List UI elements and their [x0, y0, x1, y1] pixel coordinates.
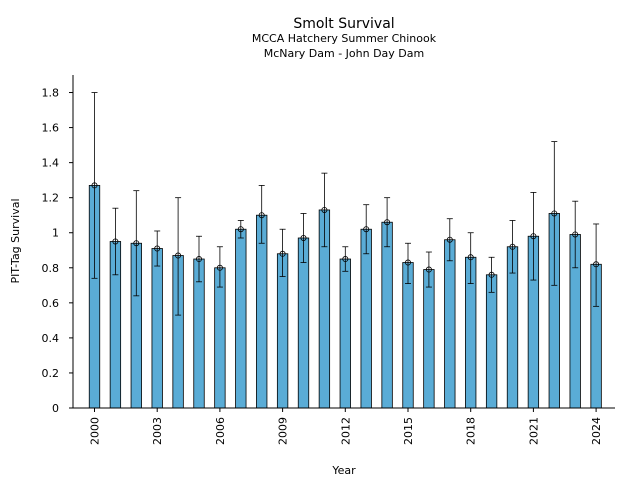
- y-tick-label-0: 0: [52, 402, 59, 415]
- y-tick-label-1.2: 1.2: [42, 192, 60, 205]
- error-bars-group: [91, 92, 600, 316]
- x-tick-label-2015: 2015: [402, 417, 415, 445]
- bar-2006: [214, 267, 226, 409]
- y-tick-label-0.4: 0.4: [42, 332, 60, 345]
- y-ticks-group: 0 0.2 0.4 0.6 0.8 1 1.2 1.4 1.6 1.8: [42, 87, 73, 415]
- value-point-2009: [279, 250, 286, 257]
- bar-2010: [297, 237, 310, 409]
- value-point-2022: [551, 210, 558, 217]
- bar-2012: [339, 258, 351, 409]
- value-point-2019: [488, 271, 495, 278]
- bar-2015: [402, 262, 414, 409]
- bar-2008: [256, 214, 268, 409]
- value-point-2017: [446, 236, 453, 243]
- y-tick-label-0.2: 0.2: [42, 367, 60, 380]
- x-axis-label: Year: [331, 464, 356, 477]
- chart-subtitle-line-1: MCCA Hatchery Summer Chinook: [252, 32, 437, 45]
- bar-2019: [485, 274, 498, 409]
- value-point-2003: [154, 245, 161, 252]
- value-point-2005: [195, 256, 202, 263]
- value-point-2016: [425, 266, 432, 273]
- y-axis-label: PIT-Tag Survival: [9, 198, 22, 283]
- value-point-2000: [91, 182, 98, 189]
- x-tick-label-2003: 2003: [151, 417, 164, 445]
- chart-subtitle-line-2: McNary Dam - John Day Dam: [264, 47, 424, 60]
- chart-title: Smolt Survival: [293, 16, 394, 32]
- value-point-2008: [258, 212, 265, 219]
- x-ticks-group: 2000 2003 2006 2009 2012 2015 2018 2021 2024: [89, 408, 603, 445]
- y-tick-label-0.8: 0.8: [42, 262, 60, 275]
- bars-group: [88, 185, 602, 409]
- x-tick-label-2006: 2006: [214, 417, 227, 445]
- value-point-2010: [300, 234, 307, 241]
- value-point-2014: [384, 219, 391, 226]
- value-point-2006: [216, 264, 223, 271]
- value-point-2002: [133, 240, 140, 247]
- value-point-2007: [237, 226, 244, 233]
- y-tick-label-1: 1: [52, 227, 59, 240]
- bar-2014: [381, 221, 393, 409]
- x-tick-label-2018: 2018: [465, 417, 478, 445]
- x-tick-label-2021: 2021: [527, 417, 540, 445]
- value-point-2020: [509, 243, 516, 250]
- bar-2007: [235, 228, 247, 409]
- value-point-2012: [342, 256, 349, 263]
- y-tick-label-1.6: 1.6: [42, 122, 60, 135]
- value-point-2021: [530, 233, 537, 240]
- value-point-2015: [404, 259, 411, 266]
- x-tick-label-2024: 2024: [590, 417, 603, 445]
- value-point-2004: [175, 252, 182, 259]
- x-tick-label-2009: 2009: [277, 417, 290, 445]
- value-point-2018: [467, 254, 474, 261]
- x-tick-label-2000: 2000: [89, 417, 102, 445]
- y-tick-label-0.6: 0.6: [42, 297, 60, 310]
- value-point-2011: [321, 206, 328, 213]
- value-point-2001: [112, 238, 119, 245]
- bar-2003: [151, 248, 163, 409]
- value-point-2013: [363, 226, 370, 233]
- y-tick-label-1.4: 1.4: [42, 157, 60, 170]
- value-point-2023: [572, 231, 579, 238]
- y-tick-label-1.8: 1.8: [42, 87, 60, 100]
- x-tick-label-2012: 2012: [339, 417, 352, 445]
- bar-2016: [423, 269, 435, 409]
- value-point-2024: [593, 261, 600, 268]
- bar-2017: [444, 239, 456, 409]
- bar-2013: [360, 228, 372, 409]
